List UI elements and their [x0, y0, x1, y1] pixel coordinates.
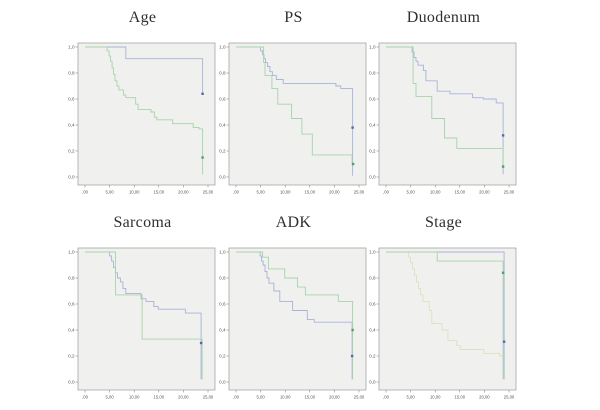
svg-text:10,00: 10,00: [430, 395, 441, 400]
svg-text:0,2: 0,2: [68, 149, 75, 154]
svg-text:0,8: 0,8: [369, 71, 376, 76]
svg-text:0,0: 0,0: [68, 175, 75, 180]
svg-text:1,0: 1,0: [219, 250, 226, 255]
km-plot-sarcoma: 1,0 0,8 0,6 0,4 0,2 0,0 ,00 5,00 10,00 15,00 20,00…: [68, 247, 216, 400]
subplot-sarcoma: Sarcoma 1,0 0,8 0,6 0,4 0,2 0,0 ,00 5,00 10,00 15…: [60, 213, 228, 402]
svg-text:1,0: 1,0: [369, 250, 376, 255]
svg-text:25,00: 25,00: [504, 190, 515, 195]
svg-text:0,8: 0,8: [219, 71, 226, 76]
svg-text:20,00: 20,00: [329, 190, 340, 195]
svg-text:0,0: 0,0: [219, 380, 226, 385]
svg-text:15,00: 15,00: [455, 395, 466, 400]
svg-text:0,4: 0,4: [369, 328, 376, 333]
km-plot-ps: 1,0 0,8 0,6 0,4 0,2 0,0 ,00 5,00 10,00 15,00 20,00…: [219, 42, 367, 195]
svg-text:0,0: 0,0: [68, 380, 75, 385]
svg-text:0,6: 0,6: [219, 302, 226, 307]
plot-title-age: Age: [128, 9, 157, 26]
plot-title-stage: Stage: [424, 214, 463, 231]
km-plot-stage: 1,0 0,8 0,6 0,4 0,2 0,0 ,00 5,00 10,00 15,00 20,00…: [369, 247, 517, 400]
svg-text:0,2: 0,2: [68, 354, 75, 359]
svg-text:1,0: 1,0: [68, 250, 75, 255]
svg-text:0,2: 0,2: [219, 149, 226, 154]
svg-text:15,00: 15,00: [154, 395, 165, 400]
svg-text:0,6: 0,6: [369, 97, 376, 102]
svg-text:15,00: 15,00: [305, 190, 316, 195]
svg-text:,00: ,00: [383, 190, 389, 195]
svg-text:10,00: 10,00: [430, 190, 441, 195]
svg-text:0,4: 0,4: [68, 328, 75, 333]
plot-title-ps: PS: [284, 9, 303, 26]
svg-text:0,0: 0,0: [369, 380, 376, 385]
svg-text:1,0: 1,0: [68, 45, 75, 50]
svg-text:20,00: 20,00: [479, 190, 490, 195]
svg-text:15,00: 15,00: [154, 190, 165, 195]
subplot-ps: PS 1,0 0,8 0,6 0,4 0,2 0,0 ,00 5,00 10,00 15,00 20…: [211, 8, 379, 197]
svg-text:0,8: 0,8: [68, 276, 75, 281]
subplot-age: Age 1,0 0,8 0,6 0,4 0,2 0,0 ,00 5,00 10,00 15,00 2…: [60, 8, 228, 197]
svg-text:5,00: 5,00: [407, 190, 416, 195]
svg-text:20,00: 20,00: [479, 395, 490, 400]
svg-text:0,2: 0,2: [219, 354, 226, 359]
svg-text:25,00: 25,00: [203, 190, 214, 195]
svg-text:10,00: 10,00: [280, 190, 291, 195]
svg-text:,00: ,00: [233, 190, 239, 195]
svg-text:,00: ,00: [233, 395, 239, 400]
svg-text:5,00: 5,00: [106, 395, 115, 400]
subplot-duodenum: Duodenum 1,0 0,8 0,6 0,4 0,2 0,0,00 5,00 10,00 1…: [361, 8, 529, 197]
plot-title-duodenum: Duodenum: [406, 9, 481, 26]
svg-text:1,0: 1,0: [219, 45, 226, 50]
subplot-adk: ADK 1,0 0,8 0,6 0,4 0,2 0,0 ,00 5,00 10,00 15,00 2…: [211, 213, 379, 402]
svg-text:0,6: 0,6: [219, 97, 226, 102]
svg-text:0,2: 0,2: [369, 149, 376, 154]
svg-text:15,00: 15,00: [305, 395, 316, 400]
svg-text:0,8: 0,8: [369, 276, 376, 281]
svg-text:0,4: 0,4: [369, 123, 376, 128]
svg-text:0,6: 0,6: [369, 302, 376, 307]
svg-text:25,00: 25,00: [354, 395, 365, 400]
subplot-stage: Stage 1,0 0,8 0,6 0,4 0,2 0,0 ,00 5,00 10,00 15,0…: [361, 213, 529, 402]
svg-text:,00: ,00: [82, 190, 88, 195]
svg-text:20,00: 20,00: [178, 395, 189, 400]
svg-text:0,6: 0,6: [68, 302, 75, 307]
svg-text:25,00: 25,00: [354, 190, 365, 195]
svg-text:0,0: 0,0: [369, 175, 376, 180]
svg-text:10,00: 10,00: [129, 190, 140, 195]
svg-text:15,00: 15,00: [455, 190, 466, 195]
svg-text:20,00: 20,00: [329, 395, 340, 400]
svg-text:25,00: 25,00: [504, 395, 515, 400]
svg-text:10,00: 10,00: [129, 395, 140, 400]
svg-text:5,00: 5,00: [106, 190, 115, 195]
svg-text:0,4: 0,4: [219, 328, 226, 333]
svg-text:0,0: 0,0: [219, 175, 226, 180]
svg-text:0,8: 0,8: [219, 276, 226, 281]
svg-text:1,0: 1,0: [369, 45, 376, 50]
svg-text:0,4: 0,4: [219, 123, 226, 128]
svg-text:10,00: 10,00: [280, 395, 291, 400]
svg-text:5,00: 5,00: [407, 395, 416, 400]
km-plot-adk: 1,0 0,8 0,6 0,4 0,2 0,0 ,00 5,00 10,00 15,00 20,00…: [219, 247, 367, 400]
svg-text:,00: ,00: [383, 395, 389, 400]
km-plot-age: 1,0 0,8 0,6 0,4 0,2 0,0 ,00 5,00 10,00 15,00 20,00…: [68, 42, 216, 195]
svg-text:5,00: 5,00: [257, 190, 266, 195]
svg-text:0,8: 0,8: [68, 71, 75, 76]
svg-text:25,00: 25,00: [203, 395, 214, 400]
svg-text:5,00: 5,00: [257, 395, 266, 400]
svg-text:,00: ,00: [82, 395, 88, 400]
svg-text:0,6: 0,6: [68, 97, 75, 102]
plot-title-adk: ADK: [275, 214, 312, 231]
svg-text:0,4: 0,4: [68, 123, 75, 128]
svg-text:0,2: 0,2: [369, 354, 376, 359]
plot-title-sarcoma: Sarcoma: [113, 214, 172, 231]
svg-text:20,00: 20,00: [178, 190, 189, 195]
km-plot-duodenum: 1,0 0,8 0,6 0,4 0,2 0,0 ,00 5,00 10,00 15,00 20,00…: [369, 42, 517, 195]
